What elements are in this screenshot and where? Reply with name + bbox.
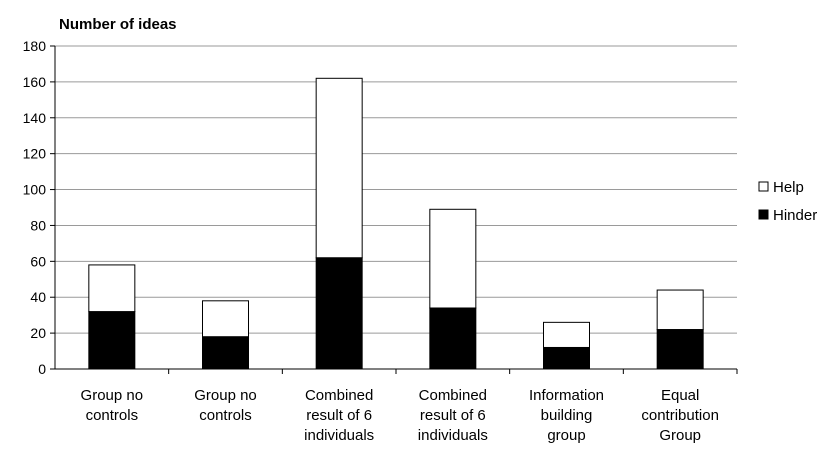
y-tick-label: 140 — [23, 110, 47, 126]
legend-label-hinder: Hinder — [773, 207, 817, 224]
x-category-label: individuals — [418, 427, 488, 444]
gridlines — [55, 45, 737, 334]
legend-label-help: Help — [773, 179, 804, 196]
y-tick-label: 180 — [23, 38, 47, 54]
y-tick-label: 40 — [30, 289, 46, 305]
x-category-label: controls — [199, 407, 252, 424]
y-tick-label: 0 — [38, 361, 46, 377]
x-category-label: individuals — [304, 427, 374, 444]
x-category-label: Combined — [419, 387, 487, 404]
bars — [88, 77, 704, 370]
bar-hinder — [88, 311, 136, 370]
bar-hinder — [429, 307, 477, 370]
x-category-label: Group no — [81, 387, 144, 404]
legend-swatch-hinder — [758, 209, 769, 220]
y-tick-label: 60 — [30, 253, 46, 269]
legend: Help Hinder — [758, 179, 817, 224]
y-tick-label: 20 — [30, 325, 46, 341]
y-tick-label: 120 — [23, 146, 47, 162]
bar-help — [315, 77, 363, 259]
x-category-label: group — [547, 427, 585, 444]
axes — [50, 45, 738, 374]
y-tick-labels: 0 20 40 60 80 100 120 140 160 180 — [23, 38, 47, 377]
x-category-labels: Group no controls Group no controls Combined… — [81, 387, 719, 444]
x-category-label: result of 6 — [420, 407, 486, 424]
x-category-label: Group no — [194, 387, 257, 404]
legend-swatch-help — [758, 181, 769, 192]
bar-hinder — [202, 336, 249, 370]
bar-help — [543, 321, 590, 348]
x-category-label: Equal — [661, 387, 699, 404]
y-axis-title: Number of ideas — [59, 16, 177, 33]
x-category-label: contribution — [641, 407, 719, 424]
bar-hinder — [543, 346, 590, 370]
y-tick-label: 160 — [23, 74, 47, 90]
x-category-label: result of 6 — [306, 407, 372, 424]
y-tick-label: 100 — [23, 182, 47, 198]
bar-hinder — [315, 257, 363, 370]
bar-help — [429, 208, 477, 309]
bar-help — [88, 264, 136, 313]
x-category-label: building — [541, 407, 593, 424]
bar-help — [656, 289, 704, 331]
bar-help — [202, 300, 249, 338]
y-tick-label: 80 — [30, 217, 46, 233]
x-category-label: controls — [86, 407, 139, 424]
x-category-label: Information — [529, 387, 604, 404]
x-category-label: Combined — [305, 387, 373, 404]
x-category-label: Group — [659, 427, 701, 444]
bar-hinder — [656, 329, 704, 370]
